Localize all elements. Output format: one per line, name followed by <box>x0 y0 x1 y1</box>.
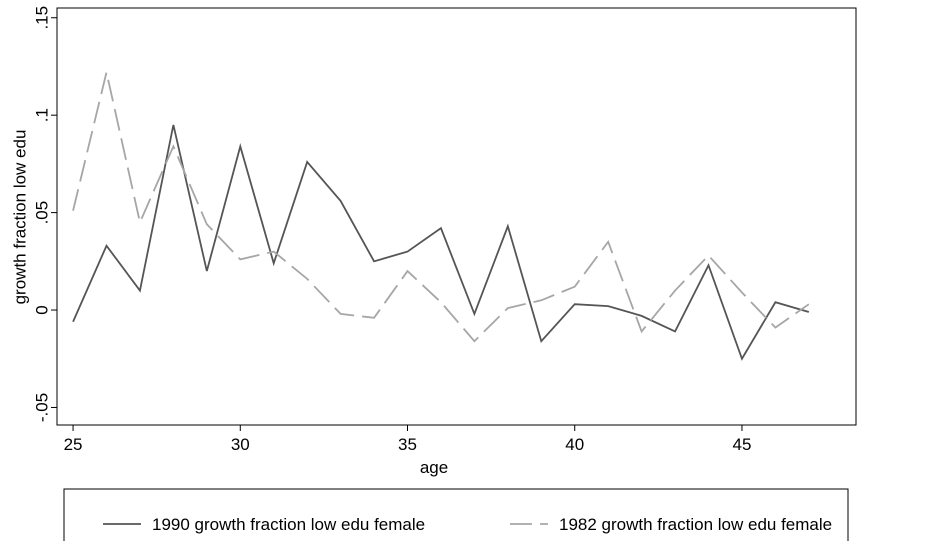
y-tick-label: .15 <box>32 6 51 30</box>
legend-box <box>63 488 849 541</box>
x-tick-label: 45 <box>732 435 751 454</box>
x-tick-label: 40 <box>565 435 584 454</box>
y-tick-label: -.05 <box>32 393 51 422</box>
x-tick-label: 25 <box>64 435 83 454</box>
x-tick-label: 30 <box>231 435 250 454</box>
legend-label: 1990 growth fraction low edu female <box>152 515 425 534</box>
legend-label: 1982 growth fraction low edu female <box>559 515 832 534</box>
plot-frame <box>56 7 857 426</box>
x-axis-title: age <box>420 458 448 477</box>
y-axis-title: growth fraction low edu <box>10 130 29 305</box>
y-tick-label: .1 <box>32 108 51 122</box>
y-tick-label: 0 <box>32 305 51 314</box>
x-tick-label: 35 <box>398 435 417 454</box>
y-tick-label: .05 <box>32 201 51 225</box>
series-line <box>72 124 810 361</box>
series-line <box>72 72 810 343</box>
